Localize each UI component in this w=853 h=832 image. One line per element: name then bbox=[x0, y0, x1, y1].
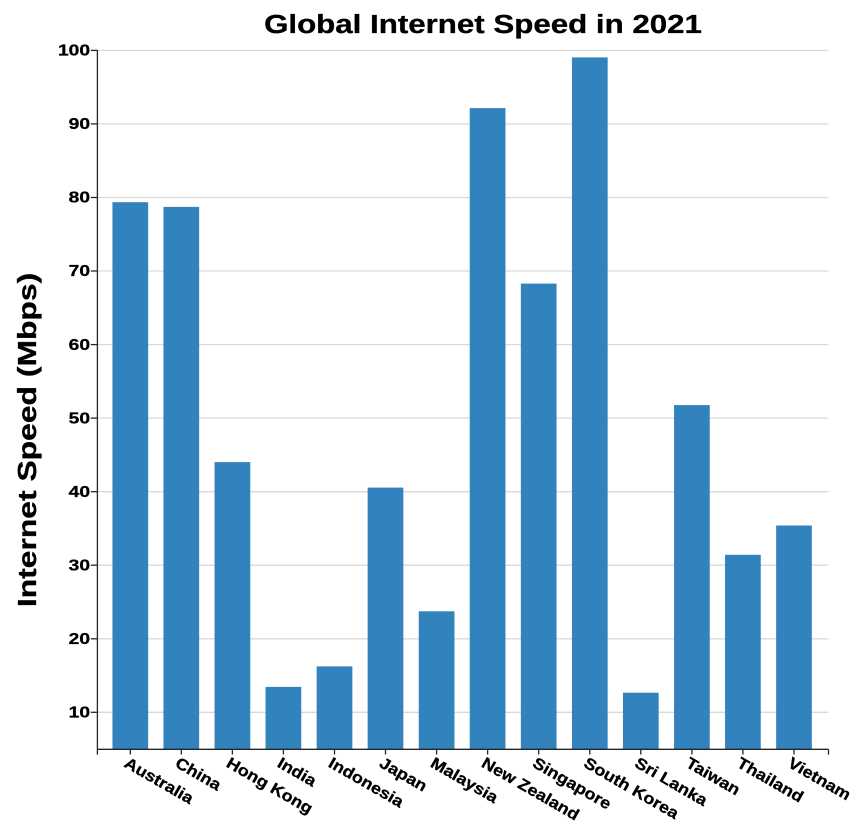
svg-text:Internet Speed (Mbps): Internet Speed (Mbps) bbox=[14, 273, 43, 607]
svg-text:20: 20 bbox=[69, 630, 91, 648]
svg-text:70: 70 bbox=[69, 262, 91, 280]
svg-text:50: 50 bbox=[69, 409, 91, 427]
svg-text:80: 80 bbox=[69, 188, 91, 206]
svg-text:Hong Kong: Hong Kong bbox=[223, 754, 315, 818]
svg-text:90: 90 bbox=[69, 115, 91, 133]
svg-text:60: 60 bbox=[69, 335, 91, 353]
svg-text:30: 30 bbox=[69, 556, 91, 574]
svg-text:100: 100 bbox=[58, 41, 90, 59]
svg-text:10: 10 bbox=[69, 703, 91, 721]
svg-text:Global Internet Speed in 2021: Global Internet Speed in 2021 bbox=[264, 10, 702, 39]
svg-text:40: 40 bbox=[69, 482, 91, 500]
